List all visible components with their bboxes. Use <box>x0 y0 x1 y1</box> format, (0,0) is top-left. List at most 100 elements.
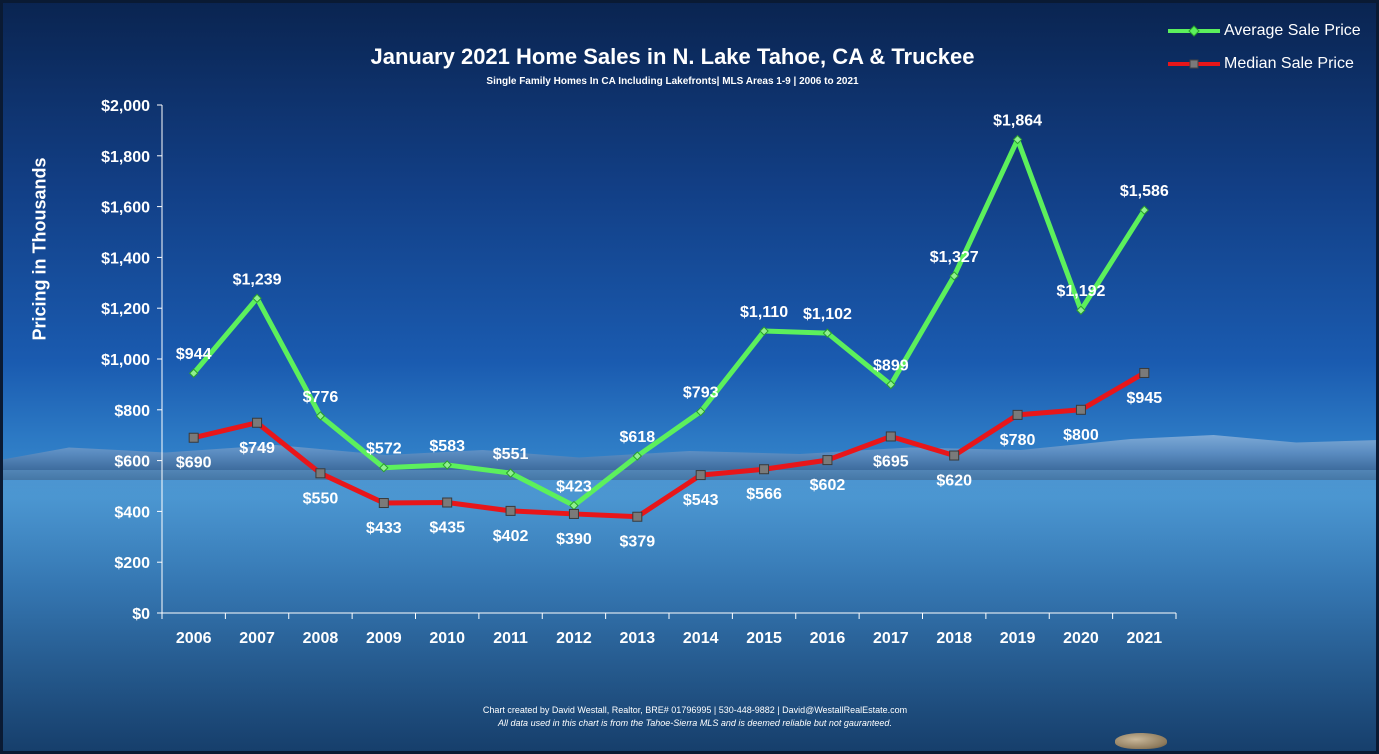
x-tick-label: 2011 <box>493 630 528 647</box>
x-tick-label: 2016 <box>810 630 846 647</box>
series-line-median <box>191 370 1147 520</box>
data-point-median <box>759 464 770 475</box>
x-tick-label: 2013 <box>620 630 656 647</box>
series-line-average <box>191 137 1147 509</box>
data-label-average: $1,102 <box>803 306 852 323</box>
y-tick-label: $1,600 <box>101 200 150 217</box>
data-point-median <box>568 508 579 519</box>
y-tick-label: $2,000 <box>101 98 150 115</box>
y-tick-label: $1,800 <box>101 149 150 166</box>
data-point-average <box>1012 134 1023 145</box>
credit-line-1: Chart created by David Westall, Realtor,… <box>482 705 908 715</box>
data-label-average: $793 <box>683 385 719 402</box>
x-tick-label: 2019 <box>1000 630 1036 647</box>
data-label-average: $899 <box>873 358 909 375</box>
legend-label-average: Average Sale Price <box>1224 22 1361 39</box>
x-tick-label: 2014 <box>683 630 719 647</box>
y-tick-label: $400 <box>114 504 150 521</box>
data-point-average <box>695 406 706 417</box>
data-point-median <box>1012 409 1023 420</box>
legend-item-median: Median Sale Price <box>1166 54 1354 74</box>
data-label-median: $402 <box>493 528 529 545</box>
data-point-median <box>505 505 516 516</box>
data-label-average: $1,327 <box>930 249 979 266</box>
data-point-average <box>822 328 833 338</box>
data-label-average: $1,192 <box>1056 283 1105 300</box>
data-point-average <box>379 463 389 473</box>
data-point-median <box>188 432 199 443</box>
data-label-median: $620 <box>936 473 972 490</box>
chart-title: January 2021 Home Sales in N. Lake Tahoe… <box>370 44 975 69</box>
data-point-average <box>1139 205 1150 215</box>
data-label-average: $423 <box>556 479 592 496</box>
data-point-average <box>442 460 452 470</box>
data-point-average <box>759 326 769 336</box>
data-label-median: $945 <box>1127 390 1163 407</box>
x-tick-label: 2008 <box>303 630 339 647</box>
lake-backdrop <box>0 470 1379 754</box>
data-label-median: $550 <box>303 490 339 507</box>
legend-label-median: Median Sale Price <box>1224 55 1354 72</box>
data-point-median <box>1075 404 1086 415</box>
data-label-median: $749 <box>239 440 275 457</box>
x-tick-label: 2021 <box>1127 630 1163 647</box>
data-label-median: $602 <box>810 477 846 494</box>
data-point-median <box>632 511 643 522</box>
x-tick-label: 2009 <box>366 630 402 647</box>
data-point-median <box>315 468 326 479</box>
data-label-average: $551 <box>493 446 529 463</box>
data-label-median: $695 <box>873 453 909 470</box>
data-point-average <box>949 271 959 281</box>
y-tick-label: $200 <box>114 555 150 572</box>
data-label-median: $800 <box>1063 427 1099 444</box>
data-point-median <box>252 417 263 428</box>
data-point-median <box>1139 367 1150 378</box>
data-point-average <box>886 379 896 390</box>
x-tick-label: 2012 <box>556 630 592 647</box>
data-label-median: $690 <box>176 455 212 472</box>
data-label-median: $566 <box>746 486 782 503</box>
data-label-average: $1,110 <box>740 304 788 321</box>
data-point-median <box>442 497 453 508</box>
data-label-average: $1,586 <box>1120 183 1169 200</box>
x-tick-label: 2015 <box>746 630 782 647</box>
data-point-median <box>378 498 389 509</box>
x-tick-label: 2018 <box>936 630 972 647</box>
data-point-median <box>822 455 833 466</box>
data-point-median <box>695 470 706 481</box>
data-label-average: $944 <box>176 346 212 363</box>
data-point-average <box>1076 305 1086 315</box>
data-point-average <box>188 368 199 378</box>
x-tick-label: 2020 <box>1063 630 1099 647</box>
shore-rock <box>1115 733 1167 749</box>
data-label-median: $543 <box>683 492 719 509</box>
data-point-median <box>949 450 960 461</box>
data-label-median: $433 <box>366 520 402 537</box>
x-tick-label: 2017 <box>873 630 909 647</box>
y-tick-label: $0 <box>132 606 150 623</box>
data-label-median: $780 <box>1000 432 1036 449</box>
x-tick-label: 2010 <box>429 630 465 647</box>
data-label-average: $776 <box>303 389 339 406</box>
data-label-average: $583 <box>429 438 465 455</box>
data-point-average <box>632 451 643 461</box>
credit-line-2: All data used in this chart is from the … <box>498 718 892 728</box>
data-label-average: $572 <box>366 441 402 458</box>
x-tick-label: 2007 <box>239 630 275 647</box>
legend-swatch-average <box>1168 25 1220 37</box>
y-tick-label: $600 <box>114 454 150 471</box>
legend-item-average: Average Sale Price <box>1166 21 1361 41</box>
data-label-average: $618 <box>620 429 656 446</box>
chart-subtitle: Single Family Homes In CA Including Lake… <box>486 76 859 87</box>
data-point-average <box>315 411 326 421</box>
data-label-average: $1,239 <box>233 271 282 288</box>
y-tick-label: $1,400 <box>101 250 150 267</box>
x-tick-label: 2006 <box>176 630 212 647</box>
data-label-median: $390 <box>556 531 592 548</box>
data-point-median <box>885 431 896 442</box>
y-tick-label: $1,000 <box>101 352 150 369</box>
data-label-median: $379 <box>620 534 656 551</box>
y-tick-label: $800 <box>114 403 150 420</box>
data-label-average: $1,864 <box>993 113 1042 130</box>
